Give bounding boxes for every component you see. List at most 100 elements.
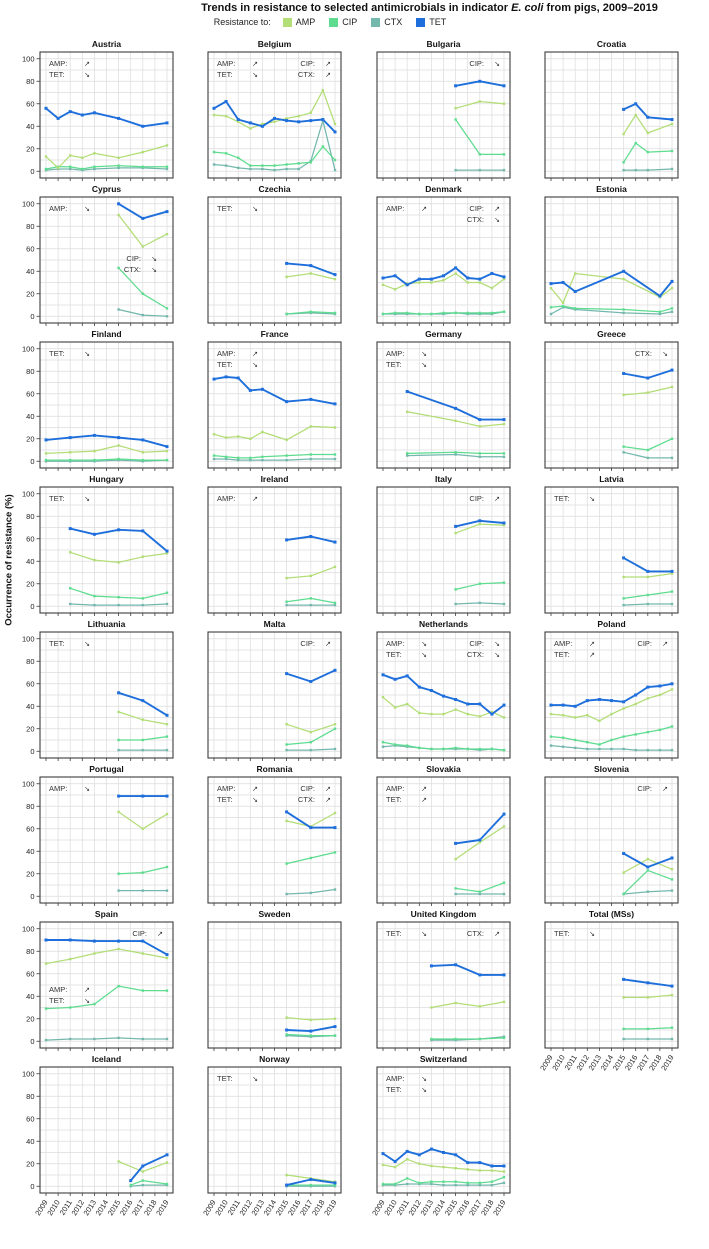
data-point-amp xyxy=(622,996,625,999)
data-point-amp xyxy=(165,1161,169,1164)
data-point-cip xyxy=(598,743,601,746)
trend-arrow-icon: ↘ xyxy=(421,1076,427,1083)
data-point-tet xyxy=(573,290,577,293)
data-point-tet xyxy=(44,106,48,110)
series-line-amp xyxy=(550,272,673,304)
data-point-cip xyxy=(406,311,409,315)
data-point-cip xyxy=(333,158,337,162)
panel-title: Belgium xyxy=(258,39,292,49)
data-point-cip xyxy=(406,1177,409,1180)
x-tick-label: 2019 xyxy=(322,1198,338,1217)
data-point-amp xyxy=(622,871,625,874)
y-tick-label: 20 xyxy=(26,289,34,298)
panel-romania: Romania AMP: ↗ TET: ↘ CIP: ↗ CTX: ↗ xyxy=(207,764,342,906)
data-point-cip xyxy=(634,141,637,145)
gridlines xyxy=(377,1067,510,1193)
gridlines xyxy=(40,487,173,613)
data-point-cip xyxy=(454,588,457,591)
data-point-cip xyxy=(502,881,506,884)
trend-arrow-icon: ↗ xyxy=(421,786,427,793)
data-point-tet xyxy=(165,549,169,553)
panel-poland: Poland AMP: ↗ TET: ↗ CIP: ↗ xyxy=(544,619,679,761)
data-point-cip xyxy=(261,164,264,167)
y-tick-label: 100 xyxy=(22,924,35,933)
data-point-tet xyxy=(285,1183,289,1187)
data-point-ctx xyxy=(646,890,649,893)
data-point-cip xyxy=(634,733,637,736)
series-line-tet xyxy=(45,107,168,128)
data-point-ctx xyxy=(165,748,169,752)
data-point-amp xyxy=(430,281,433,284)
data-point-tet xyxy=(129,1179,133,1183)
data-point-tet xyxy=(549,282,553,286)
trend-annotation-label: CIP: xyxy=(637,639,652,648)
panel-title: Portugal xyxy=(89,764,123,774)
gridlines xyxy=(40,342,173,468)
data-point-amp xyxy=(93,449,96,453)
data-point-tet xyxy=(117,691,121,695)
data-point-cip xyxy=(261,455,264,458)
panel-title: Hungary xyxy=(89,474,124,484)
data-point-amp xyxy=(622,132,625,136)
data-point-cip xyxy=(418,312,421,316)
data-point-tet xyxy=(68,436,72,440)
data-point-ctx xyxy=(478,455,481,458)
data-point-ctx xyxy=(44,1038,48,1042)
data-point-tet xyxy=(429,964,433,968)
series-line-tet xyxy=(129,1153,168,1182)
data-point-amp xyxy=(670,993,674,997)
series-line-amp xyxy=(213,425,336,441)
series-line-tet xyxy=(550,270,673,297)
data-point-amp xyxy=(622,277,625,281)
data-point-tet xyxy=(646,685,650,689)
data-point-tet xyxy=(381,276,385,280)
data-point-amp xyxy=(93,152,96,155)
data-point-cip xyxy=(93,1002,96,1006)
data-point-tet xyxy=(658,294,662,298)
data-point-tet xyxy=(285,810,289,814)
panel-total-mss: Total (MSs)TET: ↘200920102011201220132014… xyxy=(538,909,679,1072)
data-point-ctx xyxy=(69,1037,72,1041)
data-point-ctx xyxy=(658,312,662,316)
data-point-cip xyxy=(478,747,481,751)
data-point-tet xyxy=(454,841,458,845)
x-ticks xyxy=(213,323,336,326)
data-point-tet xyxy=(165,713,169,717)
data-point-amp xyxy=(442,712,445,716)
data-point-cip xyxy=(610,738,613,742)
x-ticks xyxy=(550,613,673,616)
panel-title: France xyxy=(261,329,289,339)
data-point-ctx xyxy=(502,168,506,172)
data-point-ctx xyxy=(285,458,288,462)
data-point-tet xyxy=(646,376,650,380)
x-ticks xyxy=(213,1193,336,1196)
y-tick-label: 0 xyxy=(30,457,34,466)
data-point-ctx xyxy=(117,1036,120,1040)
data-point-tet xyxy=(393,677,397,681)
trend-annotation-label: CIP: xyxy=(469,639,484,648)
data-point-cip xyxy=(646,593,649,597)
trend-annotation-label: AMP: xyxy=(386,1074,404,1083)
data-point-amp xyxy=(285,275,288,279)
y-tick-label: 80 xyxy=(26,947,34,956)
data-point-cip xyxy=(129,1183,132,1187)
data-point-amp xyxy=(81,156,84,159)
data-point-cip xyxy=(406,744,409,747)
data-point-cip xyxy=(622,445,625,448)
data-point-cip xyxy=(165,1182,169,1186)
data-point-ctx xyxy=(285,748,288,752)
trend-annotation-label: TET: xyxy=(386,929,401,938)
y-tick-label: 40 xyxy=(26,412,34,421)
series-line-ctx xyxy=(45,167,168,171)
x-ticks xyxy=(382,1193,505,1196)
data-point-tet xyxy=(141,794,145,798)
trend-annotation-label: TET: xyxy=(554,650,569,659)
data-point-tet xyxy=(224,375,228,379)
data-point-tet xyxy=(478,79,482,83)
data-point-tet xyxy=(117,202,121,206)
data-point-amp xyxy=(285,1173,288,1177)
data-point-cip xyxy=(561,304,565,308)
y-tick-label: 20 xyxy=(26,434,34,443)
data-point-tet xyxy=(165,953,169,957)
data-point-tet xyxy=(309,119,313,123)
